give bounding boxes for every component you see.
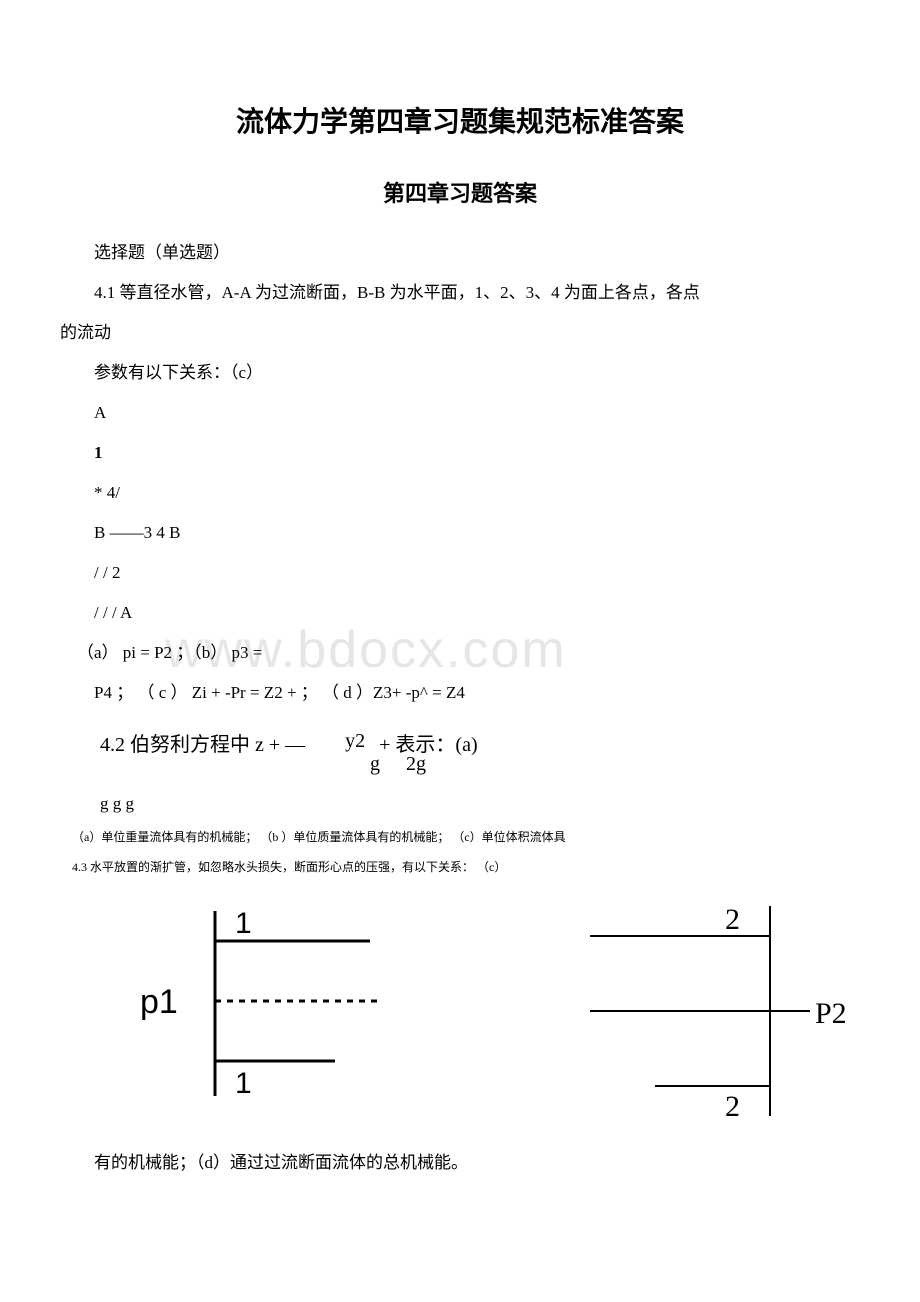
diagram-right-svg: 2 P2 2 xyxy=(580,901,860,1121)
lst-a: A xyxy=(60,396,860,430)
q41-line-b: 的流动 xyxy=(60,316,860,350)
diagram-left: 1 p1 1 xyxy=(120,901,380,1106)
lst-b34b: B ——3 4 B xyxy=(60,516,860,550)
title-main: 流体力学第四章习题集规范标准答案 xyxy=(60,100,860,140)
diagram-right: 2 P2 2 xyxy=(580,901,860,1126)
q41-line-a: 4.1 等直径水管，A-A 为过流断面，B-B 为水平面，1、2、3、4 为面上… xyxy=(60,276,860,310)
dr-label-p2: P2 xyxy=(815,997,847,1030)
title-sub: 第四章习题答案 xyxy=(60,176,860,208)
lst-sssa: / / / A xyxy=(60,596,860,630)
eq-numerator: y2 xyxy=(345,730,365,752)
page-content: 流体力学第四章习题集规范标准答案 第四章习题答案 选择题（单选题） 4.1 等直… xyxy=(60,100,860,1180)
lst-ss2: / / 2 xyxy=(60,556,860,590)
dl-label-1-top: 1 xyxy=(235,907,252,940)
dr-label-2-bot: 2 xyxy=(725,1090,740,1121)
lst-star4: * 4/ xyxy=(60,476,860,510)
q41-opt-cd: P4 ； （ c ） Zi + -Pr = Z2 + ； （ d ）Z3+ -p… xyxy=(60,676,860,710)
dr-label-2-top: 2 xyxy=(725,903,740,936)
eq-den-right: 2g xyxy=(406,753,426,776)
eq-den-left: g xyxy=(370,753,380,776)
q42-equation: 4.2 伯努利方程中 z + — y2 + 表示：(a) g 2g xyxy=(100,728,860,776)
ggg-line: g g g xyxy=(100,794,860,814)
q42-options: （a）单位重量流体具有的机械能； （b ）单位质量流体具有的机械能； （c）单位… xyxy=(60,824,860,850)
q43-line: 4.3 水平放置的渐扩管，如忽略水头损失，断面形心点的压强，有以下关系： （c） xyxy=(60,854,860,880)
eq-prefix: 4.2 伯努利方程中 z + — xyxy=(100,728,305,757)
q41-opt-ab: （a） pi = P2 ；（b） p3 = xyxy=(60,636,860,670)
lst-1: 1 xyxy=(60,436,860,470)
dl-label-1-bot: 1 xyxy=(235,1067,252,1100)
dl-label-p1: p1 xyxy=(140,983,178,1021)
last-line: 有的机械能；（d）通过过流断面流体的总机械能。 xyxy=(60,1146,860,1180)
line-select-heading: 选择题（单选题） xyxy=(60,236,860,270)
eq-plus-tail: + 表示：(a) xyxy=(379,728,477,757)
diagram-left-svg: 1 p1 1 xyxy=(120,901,380,1101)
q41-param: 参数有以下关系：（c） xyxy=(60,356,860,390)
diagrams-row: 1 p1 1 2 P2 2 xyxy=(120,901,860,1126)
